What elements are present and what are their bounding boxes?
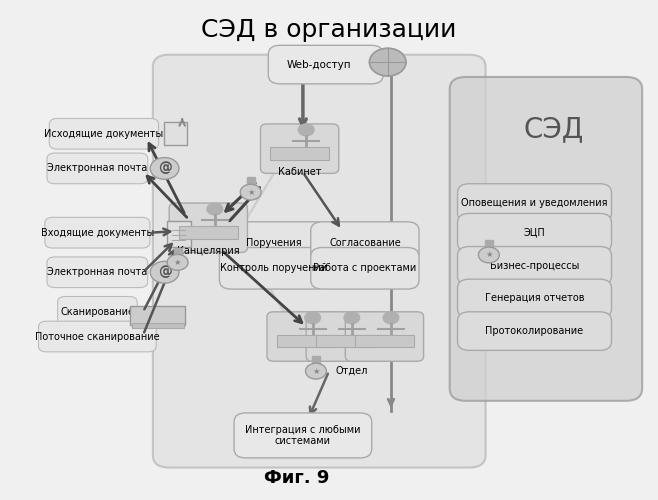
Bar bbox=[130, 306, 186, 325]
Text: Генерация отчетов: Генерация отчетов bbox=[485, 294, 584, 304]
Text: ★: ★ bbox=[247, 188, 255, 196]
FancyBboxPatch shape bbox=[49, 118, 159, 149]
Text: ★: ★ bbox=[485, 250, 493, 260]
Text: ★: ★ bbox=[312, 366, 320, 376]
Text: Электронная почта: Электронная почта bbox=[47, 164, 147, 173]
FancyBboxPatch shape bbox=[457, 184, 611, 222]
Text: Интеграция с любыми
системами: Интеграция с любыми системами bbox=[245, 424, 361, 446]
Text: Входящие документы: Входящие документы bbox=[41, 228, 154, 237]
Text: ЭЦП: ЭЦП bbox=[524, 228, 545, 237]
Text: Кабинет: Кабинет bbox=[278, 168, 321, 177]
Text: Оповещения и уведомления: Оповещения и уведомления bbox=[461, 198, 608, 208]
Text: @: @ bbox=[158, 162, 172, 175]
Text: Поточное сканирование: Поточное сканирование bbox=[35, 332, 160, 342]
FancyBboxPatch shape bbox=[39, 321, 156, 352]
Circle shape bbox=[383, 312, 399, 324]
Text: Бизнес-процессы: Бизнес-процессы bbox=[490, 261, 579, 271]
Bar bbox=[277, 335, 336, 347]
FancyBboxPatch shape bbox=[219, 248, 328, 289]
Text: Работа с проектами: Работа с проектами bbox=[313, 264, 417, 274]
Text: Web-доступ: Web-доступ bbox=[287, 60, 351, 70]
Text: Сканирование: Сканирование bbox=[61, 307, 134, 317]
FancyBboxPatch shape bbox=[47, 257, 148, 288]
Bar bbox=[174, 248, 182, 256]
FancyBboxPatch shape bbox=[311, 222, 419, 264]
Text: Исходящие документы: Исходящие документы bbox=[44, 129, 164, 139]
FancyBboxPatch shape bbox=[345, 312, 424, 361]
Bar bbox=[270, 147, 329, 160]
Bar bbox=[164, 122, 188, 144]
Text: Поручения: Поручения bbox=[245, 238, 301, 248]
Text: ★: ★ bbox=[174, 258, 182, 267]
Circle shape bbox=[298, 124, 314, 136]
Circle shape bbox=[167, 254, 188, 270]
FancyBboxPatch shape bbox=[261, 124, 339, 174]
Circle shape bbox=[207, 203, 222, 215]
Circle shape bbox=[240, 184, 261, 200]
Bar bbox=[312, 356, 320, 365]
Circle shape bbox=[478, 247, 499, 263]
FancyBboxPatch shape bbox=[268, 46, 383, 84]
FancyBboxPatch shape bbox=[457, 312, 611, 350]
Text: СЭД в организации: СЭД в организации bbox=[201, 18, 457, 42]
Text: @: @ bbox=[158, 265, 172, 279]
Bar bbox=[167, 221, 191, 246]
FancyBboxPatch shape bbox=[311, 248, 419, 289]
Text: Отдел: Отдел bbox=[336, 366, 368, 376]
Text: Согласование: Согласование bbox=[329, 238, 401, 248]
Text: СЭД: СЭД bbox=[524, 115, 584, 143]
FancyBboxPatch shape bbox=[169, 203, 247, 252]
FancyBboxPatch shape bbox=[219, 222, 328, 264]
Circle shape bbox=[344, 312, 360, 324]
FancyBboxPatch shape bbox=[457, 279, 611, 318]
FancyBboxPatch shape bbox=[45, 218, 150, 248]
Bar bbox=[355, 335, 414, 347]
Bar bbox=[179, 226, 238, 238]
Circle shape bbox=[305, 363, 326, 379]
FancyBboxPatch shape bbox=[449, 77, 642, 401]
FancyBboxPatch shape bbox=[457, 246, 611, 285]
Text: Контроль поручений: Контроль поручений bbox=[220, 264, 327, 274]
Text: Фиг. 9: Фиг. 9 bbox=[264, 470, 329, 488]
FancyBboxPatch shape bbox=[153, 54, 486, 468]
FancyBboxPatch shape bbox=[47, 153, 148, 184]
Circle shape bbox=[369, 48, 406, 76]
Text: Канцелярия: Канцелярия bbox=[177, 246, 240, 256]
Bar bbox=[485, 240, 493, 249]
FancyBboxPatch shape bbox=[306, 312, 384, 361]
Circle shape bbox=[150, 158, 179, 180]
FancyBboxPatch shape bbox=[234, 413, 372, 458]
Text: Электронная почта: Электронная почта bbox=[47, 267, 147, 277]
Bar bbox=[316, 335, 374, 347]
Bar bbox=[132, 323, 184, 328]
Circle shape bbox=[305, 312, 320, 324]
FancyBboxPatch shape bbox=[267, 312, 345, 361]
FancyBboxPatch shape bbox=[58, 296, 137, 327]
Circle shape bbox=[150, 262, 179, 283]
FancyBboxPatch shape bbox=[457, 214, 611, 252]
Text: Протоколирование: Протоколирование bbox=[486, 326, 584, 336]
Bar bbox=[247, 178, 255, 186]
